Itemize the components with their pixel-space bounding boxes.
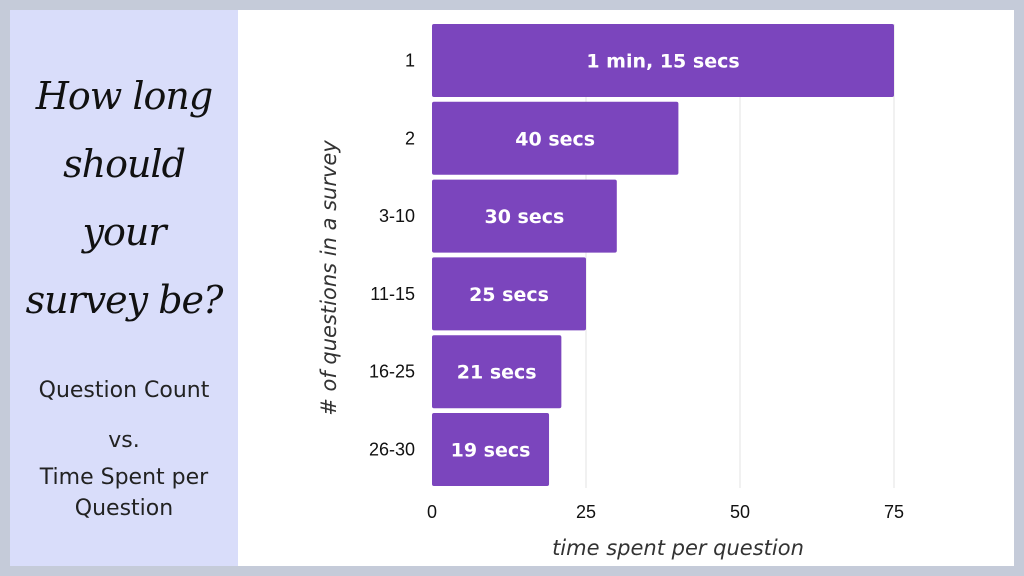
subtitle-vs: vs. — [108, 428, 140, 453]
title-line: survey be? — [25, 278, 224, 322]
x-tick-label: 0 — [427, 502, 437, 522]
subtitle-line: Question — [74, 496, 174, 521]
x-axis-label: time spent per question — [552, 536, 804, 560]
x-tick-label: 50 — [730, 502, 750, 522]
subtitle-time-spent: Time Spent per Question — [10, 462, 238, 524]
subtitle-question-count: Question Count — [38, 378, 210, 403]
bar-value-label: 25 secs — [469, 284, 549, 306]
bar — [432, 335, 562, 409]
bar-value-label: 21 secs — [457, 362, 537, 384]
subtitle-line: Time Spent per — [39, 465, 209, 490]
bar-value-label: 1 min, 15 secs — [586, 51, 739, 73]
title-line: your — [82, 210, 167, 254]
side-title: How long should your survey be? — [10, 62, 238, 334]
y-tick-label: 16-25 — [369, 362, 415, 382]
bar-value-label: 19 secs — [451, 440, 531, 462]
x-tick-label: 25 — [576, 502, 596, 522]
y-tick-labels: 1 2 3-10 11-15 16-25 26-30 — [369, 51, 415, 460]
y-tick-label: 1 — [405, 51, 415, 71]
side-panel: How long should your survey be? Question… — [10, 10, 238, 566]
bar — [432, 257, 586, 331]
title-line: should — [63, 142, 186, 186]
y-axis-label: # of questions in a survey — [317, 140, 341, 416]
bar-value-label: 40 secs — [515, 128, 595, 150]
bar — [432, 24, 894, 97]
y-tick-label: 2 — [405, 128, 415, 148]
y-tick-label: 26-30 — [369, 440, 415, 460]
y-tick-label: 11-15 — [370, 284, 415, 304]
y-tick-label: 3-10 — [379, 206, 415, 226]
bars: 1 min, 15 secs 40 secs 30 secs 25 secs 21 se… — [432, 24, 894, 486]
x-tick-label: 75 — [884, 502, 904, 522]
bar — [432, 179, 617, 253]
title-line: How long — [35, 74, 213, 118]
bar — [432, 101, 679, 175]
bar-value-label: 30 secs — [484, 206, 564, 228]
grid-lines — [585, 24, 895, 488]
x-tick-labels: 0 25 50 75 — [427, 502, 904, 522]
bar — [432, 413, 550, 486]
